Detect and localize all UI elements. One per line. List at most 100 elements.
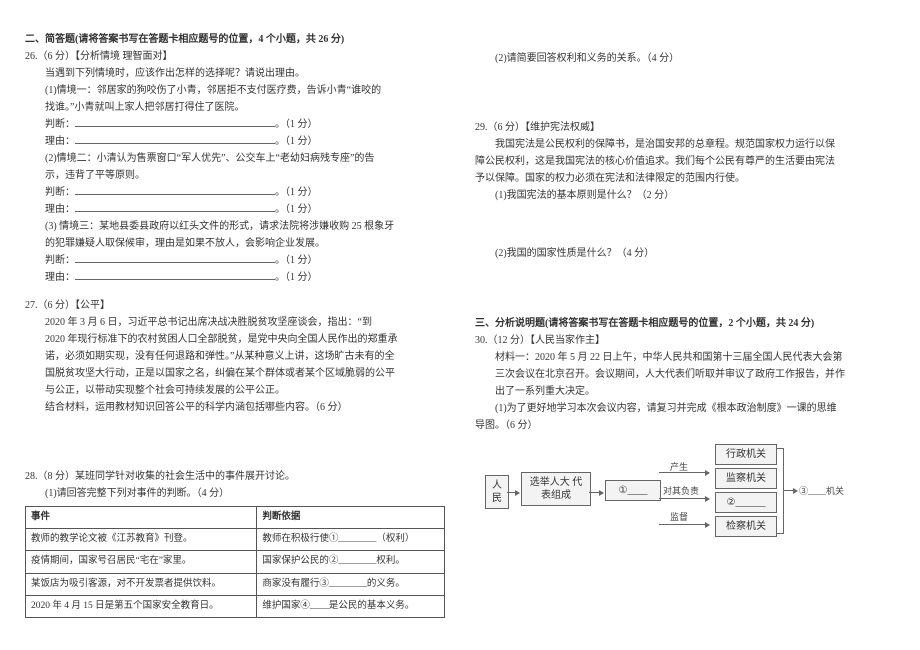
reason-label: 理由：: [45, 136, 75, 147]
q29-p1: 我国宪法是公民权利的保障书，是治国安邦的总章程。规范国家权力运行以保: [475, 137, 895, 153]
q27-p1: 2020 年 3 月 6 日，习近平总书记出席决战决胜脱贫攻坚座谈会，指出：“到: [25, 315, 445, 331]
arrow-icon: [659, 498, 709, 499]
q29-head: 29.（6 分）【维护宪法权威】: [475, 120, 895, 136]
blank-line: [75, 202, 275, 212]
reason-label: 理由：: [45, 272, 75, 283]
label-blank-3: ③____机关: [799, 484, 844, 498]
right-column: (2)请简要回答权利和义务的关系。（4 分） 29.（6 分）【维护宪法权威】 …: [475, 30, 895, 630]
cell-event: 疫情期间，国家号召居民“宅在”家里。: [26, 551, 257, 573]
pt: 。（1 分）: [275, 136, 318, 147]
blank-line: [75, 134, 275, 144]
q28-sub2: (2)请简要回答权利和义务的关系。（4 分）: [475, 51, 895, 67]
q27-p3: 诺，必须如期实现，没有任何退路和弹性。”从某种意义上讲，这场旷古未有的全: [25, 349, 445, 365]
q29-a2: (2)我国的国家性质是什么？（4 分）: [475, 246, 895, 262]
q29-a1: (1)我国宪法的基本原则是什么？（2 分）: [475, 188, 895, 204]
q26-reason-3: 理由： 。（1 分）: [25, 270, 445, 286]
q30-p3: 出了一系列重大决定。: [475, 384, 895, 400]
col-basis: 判断依据: [257, 507, 445, 529]
node-elect: 选举人大 代表组成: [521, 472, 591, 506]
q26-reason-2: 理由： 。（1 分）: [25, 202, 445, 218]
cell-event: 某饭店为吸引客源，对不开发票者提供饮料。: [26, 573, 257, 595]
q30-a1a: (1)为了更好地学习本次会议内容，请复习并完成《根本政治制度》一课的思维: [475, 401, 895, 417]
q26-reason-1: 理由： 。（1 分）: [25, 134, 445, 150]
spacer: [475, 79, 895, 119]
q28-head: 28.（8 分）某班同学针对收集的社会生活中的事件展开讨论。: [25, 469, 445, 485]
blank-line: [75, 117, 275, 127]
pt: 。（1 分）: [275, 272, 318, 283]
q26-s1a: (1)情境一：邻居家的狗咬伤了小青，邻居拒不支付医疗费，告诉小青“谁咬的: [25, 83, 445, 99]
arrow-icon: [783, 490, 797, 491]
q28-table: 事件 判断依据 教师的教学论文被《江苏教育》刊登。 教师在积极行使①______…: [25, 506, 445, 618]
node-blank-2: ②______: [715, 492, 777, 513]
judge-label: 判断：: [45, 255, 75, 266]
question-27: 27.（6 分）【公平】 2020 年 3 月 6 日，习近平总书记出席决战决胜…: [25, 298, 445, 416]
pt: 。（1 分）: [275, 187, 318, 198]
spacer: [475, 30, 895, 50]
q30-a1b: 导图。（6 分）: [475, 418, 895, 434]
q26-judge-2: 判断： 。（1 分）: [25, 185, 445, 201]
label-responsible: 对其负责: [663, 484, 699, 498]
pt: 。（1 分）: [275, 255, 318, 266]
blank-line: [75, 270, 275, 280]
section-2-header: 二、简答题(请将答案书写在答题卡相应题号的位置，4 个小题，共 26 分): [25, 30, 445, 45]
cell-basis: 教师在积极行使①________（权利）: [257, 529, 445, 551]
node-blank-1: ①____: [605, 480, 661, 501]
arrow-icon: [659, 524, 709, 525]
label-supervise: 监督: [670, 510, 688, 524]
blank-line: [75, 253, 275, 263]
pt: 。（1 分）: [275, 119, 318, 130]
q27-p5: 与公正，以带动实现整个社会可持续发展的公平公正。: [25, 383, 445, 399]
arrow-icon: [659, 472, 709, 473]
q29-p2: 障公民权利，这是我国宪法的核心价值追求。我们每个公民有尊严的生活要由宪法: [475, 154, 895, 170]
table-row: 疫情期间，国家号召居民“宅在”家里。 国家保护公民的②________权利。: [26, 551, 445, 573]
q26-intro: 当遇到下列情境时，应该作出怎样的选择呢？请说出理由。: [25, 66, 445, 82]
table-row: 教师的教学论文被《江苏教育》刊登。 教师在积极行使①________（权利）: [26, 529, 445, 551]
judge-label: 判断：: [45, 119, 75, 130]
mindmap-diagram: 人 民 选举人大 代表组成 ①____ 产生 对其负责 监督 行政机关 监察机关…: [485, 440, 865, 550]
pt: 。（1 分）: [275, 204, 318, 215]
q26-judge-3: 判断： 。（1 分）: [25, 253, 445, 269]
cell-event: 教师的教学论文被《江苏教育》刊登。: [26, 529, 257, 551]
question-29: 29.（6 分）【维护宪法权威】 我国宪法是公民权利的保障书，是治国安邦的总章程…: [475, 120, 895, 262]
spacer: [475, 274, 895, 314]
q26-s2a: (2)情境二：小清认为售票窗口“军人优先”、公交车上“老幼妇病残专座”的告: [25, 151, 445, 167]
section-3-header: 三、分析说明题(请将答案书写在答题卡相应题号的位置，2 个小题，共 24 分): [475, 314, 895, 329]
cell-basis: 商家没有履行③________的义务。: [257, 573, 445, 595]
cell-basis: 维护国家④____是公民的基本义务。: [257, 595, 445, 617]
node-people: 人 民: [485, 475, 509, 509]
page-root: 二、简答题(请将答案书写在答题卡相应题号的位置，4 个小题，共 26 分) 26…: [0, 0, 920, 640]
q27-p2: 2020 年现行标准下的农村贫困人口全部脱贫，是党中央向全国人民作出的郑重承: [25, 332, 445, 348]
bracket-icon: [777, 448, 784, 534]
q26-judge-1: 判断： 。（1 分）: [25, 117, 445, 133]
q30-p1: 材料一：2020 年 5 月 22 日上午，中华人民共和国第十三届全国人民代表大…: [475, 350, 895, 366]
node-procuratorial: 检察机关: [715, 516, 777, 537]
spacer: [25, 428, 445, 468]
judge-label: 判断：: [45, 187, 75, 198]
q27-head: 27.（6 分）【公平】: [25, 298, 445, 314]
reason-label: 理由：: [45, 204, 75, 215]
left-column: 二、简答题(请将答案书写在答题卡相应题号的位置，4 个小题，共 26 分) 26…: [25, 30, 445, 630]
q30-head: 30.（12 分）【人民当家作主】: [475, 333, 895, 349]
cell-event: 2020 年 4 月 15 日是第五个国家安全教育日。: [26, 595, 257, 617]
col-event: 事件: [26, 507, 257, 529]
question-26: 26.（6 分）【分析情境 理智面对】 当遇到下列情境时，应该作出怎样的选择呢？…: [25, 49, 445, 286]
table-header-row: 事件 判断依据: [26, 507, 445, 529]
q26-s1b: 找谁。”小青就叫上家人把邻居打得住了医院。: [25, 100, 445, 116]
q27-ask: 结合材料，运用教材知识回答公平的科学内涵包括哪些内容。（6 分）: [25, 400, 445, 416]
spacer: [475, 205, 895, 245]
q28-part2: (2)请简要回答权利和义务的关系。（4 分）: [475, 51, 895, 67]
q26-head: 26.（6 分）【分析情境 理智面对】: [25, 49, 445, 65]
table-row: 2020 年 4 月 15 日是第五个国家安全教育日。 维护国家④____是公民…: [26, 595, 445, 617]
q29-p3: 予以保障。国家的权力必须在宪法和法律限定的范围内行使。: [475, 171, 895, 187]
question-30: 30.（12 分）【人民当家作主】 材料一：2020 年 5 月 22 日上午，…: [475, 333, 895, 550]
q30-p2: 三次会议在北京召开。会议期间，人大代表们听取并审议了政府工作报告，并作: [475, 367, 895, 383]
q26-s2b: 示，违背了平等原则。: [25, 168, 445, 184]
q27-p4: 国脱贫攻坚大行动，正是以国家之名，纠偏在某个群体或者某个区域脆弱的公平: [25, 366, 445, 382]
question-28: 28.（8 分）某班同学针对收集的社会生活中的事件展开讨论。 (1)请回答完整下…: [25, 469, 445, 618]
q26-s3a: (3) 情境三：某地县委县政府以红头文件的形式，请求法院将涉嫌收购 25 根象牙: [25, 219, 445, 235]
blank-line: [75, 185, 275, 195]
cell-basis: 国家保护公民的②________权利。: [257, 551, 445, 573]
node-supervisory: 监察机关: [715, 468, 777, 489]
arrow-icon: [507, 492, 519, 493]
node-admin: 行政机关: [715, 444, 777, 465]
